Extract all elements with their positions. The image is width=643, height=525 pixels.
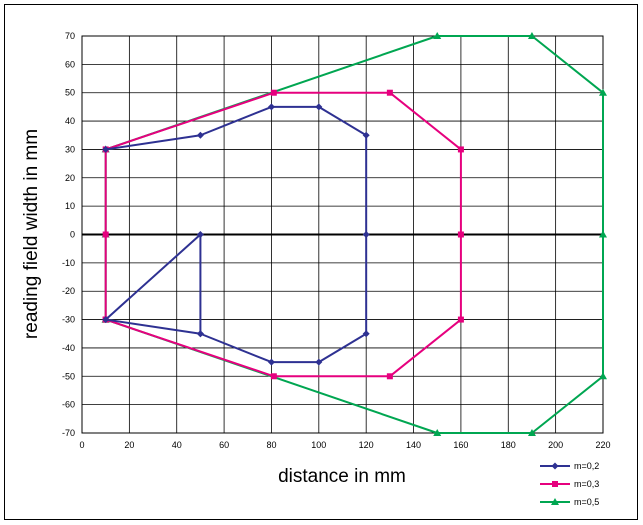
y-tick-label--70: -70 bbox=[62, 428, 75, 438]
x-tick-label-60: 60 bbox=[219, 440, 229, 450]
x-axis-title: distance in mm bbox=[278, 466, 406, 487]
series-point-m=0,3-7 bbox=[457, 316, 464, 323]
y-tick-label--30: -30 bbox=[62, 315, 75, 325]
x-tick-label-0: 0 bbox=[79, 440, 84, 450]
y-tick-label-20: 20 bbox=[65, 173, 75, 183]
series-point-m=0,3-9 bbox=[270, 373, 277, 380]
x-tick-label-140: 140 bbox=[406, 440, 421, 450]
y-tick-label--60: -60 bbox=[62, 400, 75, 410]
series-point-m=0,3-8 bbox=[386, 373, 393, 380]
series-point-m=0,5-3 bbox=[433, 32, 442, 39]
series-point-m=0,2-2 bbox=[267, 103, 275, 111]
y-tick-label-60: 60 bbox=[65, 59, 75, 69]
y-tick-label--10: -10 bbox=[62, 258, 75, 268]
series-point-m=0,2-3 bbox=[315, 103, 323, 111]
series-point-m=0,5-8 bbox=[527, 429, 536, 436]
x-tick-label-40: 40 bbox=[172, 440, 182, 450]
series-point-m=0,2-0 bbox=[102, 145, 110, 153]
legend-item-m=0,3: m=0,3 bbox=[540, 479, 599, 489]
y-tick-label-0: 0 bbox=[70, 230, 75, 240]
y-tick-label-10: 10 bbox=[65, 201, 75, 211]
series-point-m=0,5-7 bbox=[599, 372, 607, 380]
series-point-m=0,2-6 bbox=[362, 330, 370, 338]
series-point-m=0,5-5 bbox=[599, 88, 607, 96]
series-point-m=0,3-6 bbox=[457, 231, 464, 238]
legend-item-m=0,2: m=0,2 bbox=[540, 461, 599, 471]
series-point-m=0,3-4 bbox=[386, 89, 393, 96]
series-point-m=0,2-1 bbox=[196, 131, 204, 139]
series-point-m=0,5-4 bbox=[527, 32, 536, 39]
legend-item-m=0,5: m=0,5 bbox=[540, 497, 599, 507]
x-tick-label-160: 160 bbox=[453, 440, 468, 450]
x-tick-label-120: 120 bbox=[359, 440, 374, 450]
x-tick-labels: 0 20 40 60 80 100 120 140 160 180 200 220 bbox=[79, 440, 610, 450]
y-tick-label--20: -20 bbox=[62, 286, 75, 296]
series-point-m=0,5-9 bbox=[433, 429, 442, 436]
y-tick-label--40: -40 bbox=[62, 343, 75, 353]
series-point-m=0,2-4 bbox=[362, 131, 370, 139]
series-point-m=0,2-5 bbox=[362, 231, 370, 238]
y-tick-label-30: 30 bbox=[65, 144, 75, 154]
series-point-m=0,2-12 bbox=[196, 330, 204, 338]
legend-marker-m=0,3 bbox=[552, 481, 558, 487]
y-tick-label--50: -50 bbox=[62, 371, 75, 381]
series-point-m=0,2-10 bbox=[196, 231, 204, 238]
series-point-m=0,3-5 bbox=[457, 146, 464, 153]
y-tick-label-40: 40 bbox=[65, 116, 75, 126]
series-point-m=0,2-7 bbox=[315, 358, 323, 366]
x-tick-label-180: 180 bbox=[501, 440, 516, 450]
legend-label-m=0,2: m=0,2 bbox=[574, 461, 599, 471]
legend-marker-m=0,5 bbox=[551, 498, 559, 505]
series-m=0,2 bbox=[102, 103, 370, 366]
legend-marker-m=0,2 bbox=[551, 462, 559, 470]
x-tick-label-200: 200 bbox=[548, 440, 563, 450]
series-point-m=0,2-8 bbox=[267, 358, 275, 366]
x-tick-label-220: 220 bbox=[595, 440, 610, 450]
x-tick-label-80: 80 bbox=[266, 440, 276, 450]
legend-label-m=0,5: m=0,5 bbox=[574, 497, 599, 507]
series-point-m=0,2-11 bbox=[102, 316, 110, 324]
y-axis-title: reading field width in mm bbox=[21, 129, 42, 339]
y-tick-label-70: 70 bbox=[65, 31, 75, 41]
y-tick-label-50: 50 bbox=[65, 88, 75, 98]
series-point-m=0,3-1 bbox=[102, 231, 109, 238]
series-point-m=0,5-6 bbox=[599, 230, 607, 238]
x-tick-label-100: 100 bbox=[311, 440, 326, 450]
series-layer bbox=[101, 32, 607, 436]
series-point-m=0,3-3 bbox=[270, 89, 277, 96]
legend: m=0,2 m=0,3 m=0,5 bbox=[540, 461, 599, 507]
y-tick-labels: -70 -60 -50 -40 -30 -20 -10 0 10 20 30 40 50 60 70 bbox=[62, 31, 75, 438]
legend-label-m=0,3: m=0,3 bbox=[574, 479, 599, 489]
x-tick-label-20: 20 bbox=[124, 440, 134, 450]
